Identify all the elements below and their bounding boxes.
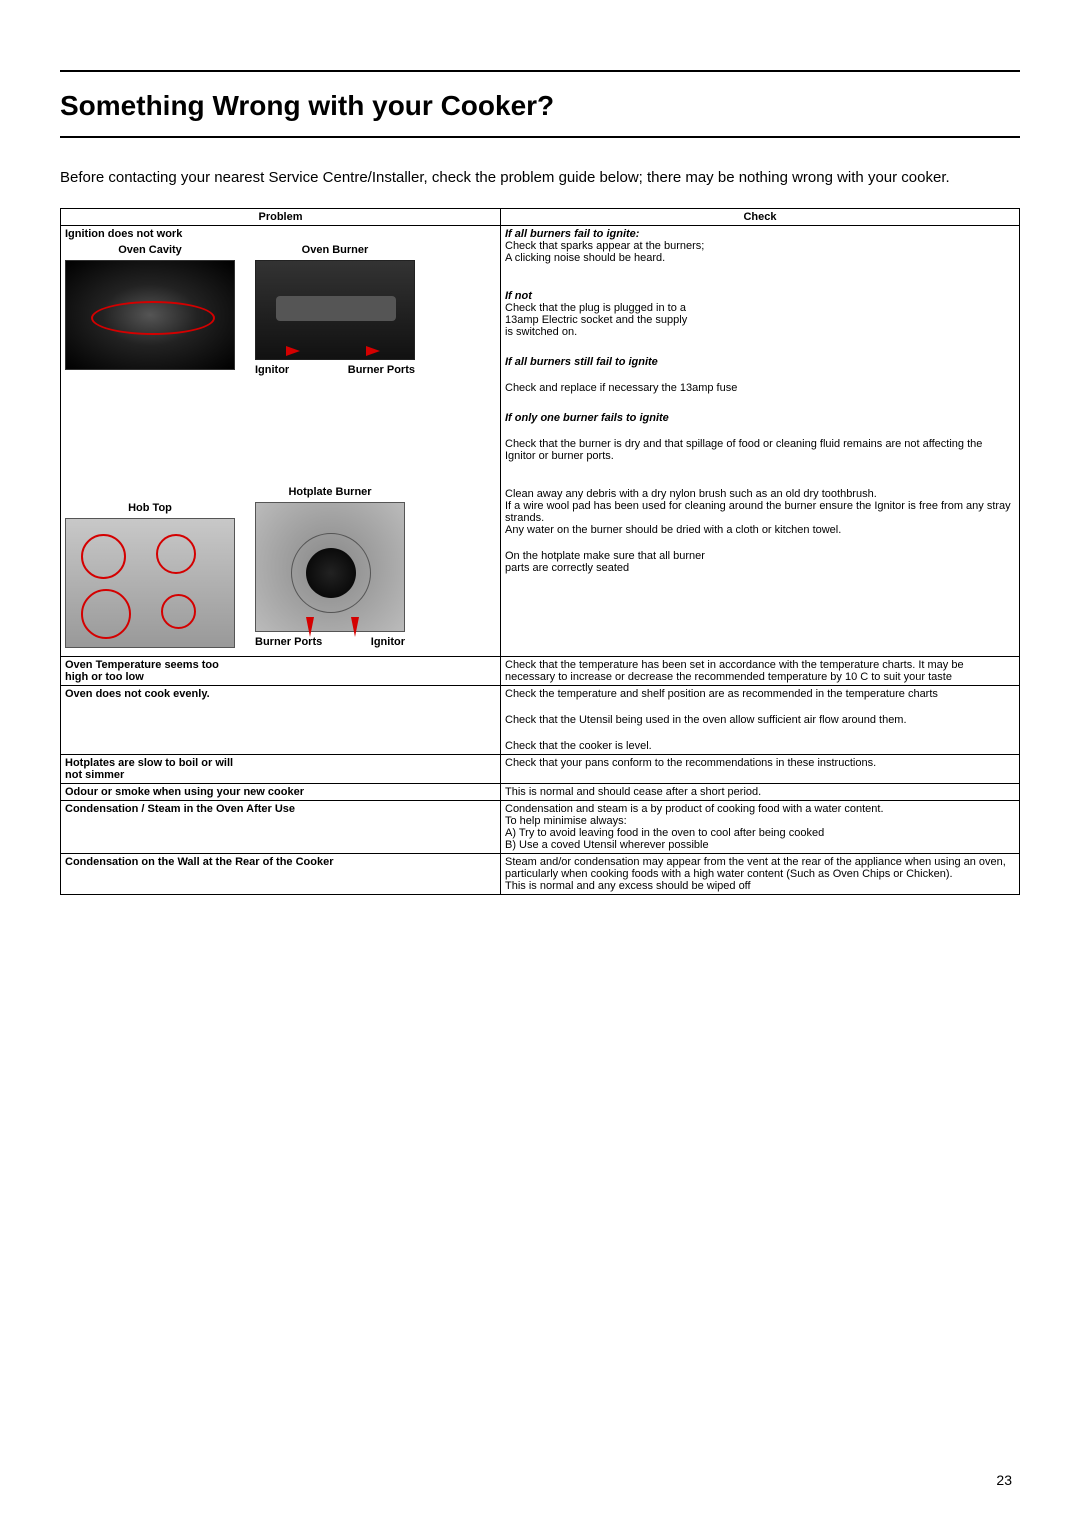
hotplate-burner-image [255, 502, 405, 632]
problem-cell: Odour or smoke when using your new cooke… [61, 783, 501, 800]
problem-cell: Oven does not cook evenly. [61, 685, 501, 754]
figure-label: Oven Burner [302, 244, 369, 256]
problem-text: high or too low [65, 671, 496, 683]
intro-text: Before contacting your nearest Service C… [60, 168, 1020, 188]
figure-oven-burner: Oven Burner Ignitor Burner Ports [255, 244, 415, 376]
figure-label: Hotplate Burner [288, 486, 371, 498]
check-cell: Condensation and steam is a by product o… [501, 800, 1020, 853]
figure-oven-cavity: Oven Cavity [65, 244, 235, 370]
problem-text: not simmer [65, 769, 496, 781]
figure-label: Oven Cavity [118, 244, 182, 256]
oven-burner-image [255, 260, 415, 360]
check-text: Condensation and steam is a by product o… [505, 803, 1015, 815]
problem-cell: Condensation / Steam in the Oven After U… [61, 800, 501, 853]
check-text: This is normal and any excess should be … [505, 880, 1015, 892]
problem-title: Ignition does not work [65, 228, 496, 240]
check-text: Check and replace if necessary the 13amp… [505, 382, 1015, 394]
check-cell: Check the temperature and shelf position… [501, 685, 1020, 754]
problem-cell: Hotplates are slow to boil or will not s… [61, 754, 501, 783]
rule-top [60, 70, 1020, 72]
problem-text: Oven Temperature seems too [65, 659, 496, 671]
problem-cell: Ignition does not work Oven Cavity Oven … [61, 225, 501, 656]
rule-bottom [60, 136, 1020, 138]
check-text: A) Try to avoid leaving food in the oven… [505, 827, 1015, 839]
check-text: B) Use a coved Utensil wherever possible [505, 839, 1015, 851]
check-cell: If all burners fail to ignite: Check tha… [501, 225, 1020, 656]
check-text: Check that sparks appear at the burners; [505, 240, 1015, 252]
figure-hob-top: Hob Top [65, 502, 235, 648]
ignitor-label: Ignitor [371, 636, 405, 648]
check-text: Check that the burner is dry and that sp… [505, 438, 1015, 462]
check-text: is switched on. [505, 326, 1015, 338]
figure-label: Hob Top [128, 502, 172, 514]
burner-ports-label: Burner Ports [348, 364, 415, 376]
table-row: Condensation / Steam in the Oven After U… [61, 800, 1020, 853]
check-text: Check the temperature and shelf position… [505, 688, 1015, 700]
header-check: Check [501, 208, 1020, 225]
table-row: Odour or smoke when using your new cooke… [61, 783, 1020, 800]
check-cell: Steam and/or condensation may appear fro… [501, 853, 1020, 894]
header-problem: Problem [61, 208, 501, 225]
table-row: Hotplates are slow to boil or will not s… [61, 754, 1020, 783]
check-heading: If not [505, 290, 1015, 302]
check-text: If a wire wool pad has been used for cle… [505, 500, 1015, 524]
burner-ports-label: Burner Ports [255, 636, 322, 648]
check-text: Check that the cooker is level. [505, 740, 1015, 752]
check-heading: If only one burner fails to ignite [505, 412, 1015, 424]
figure-hotplate-burner: Hotplate Burner Burner Ports Ignitor [255, 486, 405, 648]
table-row: Oven does not cook evenly. Check the tem… [61, 685, 1020, 754]
check-text: Steam and/or condensation may appear fro… [505, 856, 1015, 880]
table-row: Condensation on the Wall at the Rear of … [61, 853, 1020, 894]
page-title: Something Wrong with your Cooker? [60, 90, 1020, 122]
troubleshooting-table: Problem Check Ignition does not work Ove… [60, 208, 1020, 895]
page-number: 23 [996, 1472, 1012, 1488]
check-text: Check that the Utensil being used in the… [505, 714, 1015, 726]
check-cell: Check that your pans conform to the reco… [501, 754, 1020, 783]
check-text: On the hotplate make sure that all burne… [505, 550, 1015, 562]
check-cell: Check that the temperature has been set … [501, 656, 1020, 685]
table-row: Ignition does not work Oven Cavity Oven … [61, 225, 1020, 656]
problem-cell: Condensation on the Wall at the Rear of … [61, 853, 501, 894]
problem-cell: Oven Temperature seems too high or too l… [61, 656, 501, 685]
hob-top-image [65, 518, 235, 648]
problem-text: Hotplates are slow to boil or will [65, 757, 496, 769]
ignitor-label: Ignitor [255, 364, 289, 376]
check-text: Check that the plug is plugged in to a [505, 302, 1015, 314]
check-text: A clicking noise should be heard. [505, 252, 1015, 264]
check-text: To help minimise always: [505, 815, 1015, 827]
check-text: 13amp Electric socket and the supply [505, 314, 1015, 326]
check-text: Any water on the burner should be dried … [505, 524, 1015, 536]
check-cell: This is normal and should cease after a … [501, 783, 1020, 800]
check-text: parts are correctly seated [505, 562, 1015, 574]
check-text: Clean away any debris with a dry nylon b… [505, 488, 1015, 500]
oven-cavity-image [65, 260, 235, 370]
table-row: Oven Temperature seems too high or too l… [61, 656, 1020, 685]
check-heading: If all burners still fail to ignite [505, 356, 1015, 368]
check-heading: If all burners fail to ignite: [505, 228, 1015, 240]
